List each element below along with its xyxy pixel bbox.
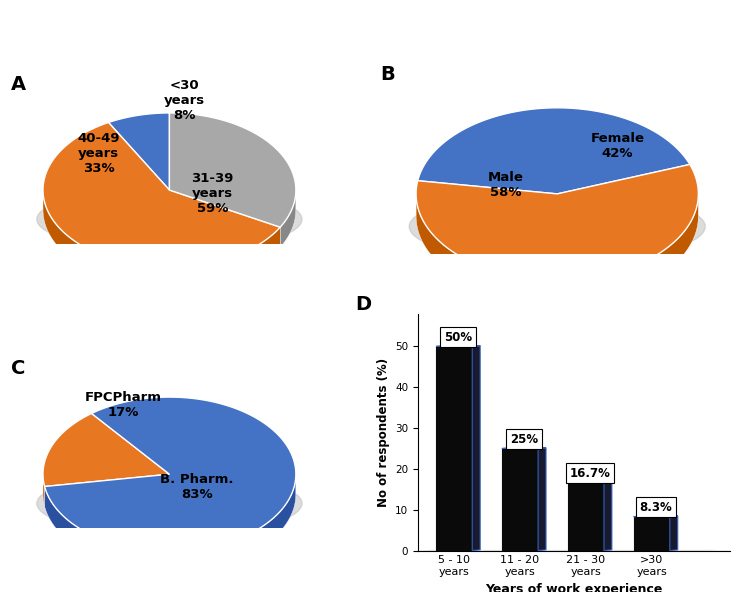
Ellipse shape [37,472,302,535]
Polygon shape [43,413,169,487]
Text: 31-39
years
59%: 31-39 years 59% [191,172,233,215]
X-axis label: Years of work experience: Years of work experience [486,583,663,592]
Polygon shape [418,108,690,194]
Polygon shape [538,448,546,551]
Text: 16.7%: 16.7% [569,466,610,480]
Ellipse shape [409,191,706,262]
Polygon shape [670,516,678,551]
Polygon shape [421,550,718,551]
Bar [502,449,538,551]
Text: Male
58%: Male 58% [488,171,523,200]
Text: FPCPharm
17%: FPCPharm 17% [84,391,162,419]
Polygon shape [604,482,612,551]
Text: 50%: 50% [444,331,472,343]
Polygon shape [43,191,280,287]
Polygon shape [44,397,296,551]
Polygon shape [169,113,296,227]
Text: B. Pharm.
83%: B. Pharm. 83% [160,472,234,500]
Text: B: B [380,66,395,85]
Text: 40-49
years
33%: 40-49 years 33% [78,131,120,175]
Text: D: D [355,295,371,314]
Y-axis label: No of respondents (%): No of respondents (%) [376,358,389,507]
Polygon shape [43,123,280,267]
Polygon shape [472,346,480,551]
Text: <30
years
8%: <30 years 8% [164,79,206,122]
Polygon shape [416,195,698,303]
Polygon shape [280,190,296,247]
Polygon shape [502,448,546,449]
Polygon shape [633,516,678,517]
Polygon shape [43,475,44,507]
Text: C: C [11,359,25,378]
Bar [568,482,604,551]
Bar [633,517,670,551]
Text: A: A [11,75,26,94]
Polygon shape [108,113,169,190]
Polygon shape [416,165,698,280]
Text: 8.3%: 8.3% [639,501,672,514]
Text: 25%: 25% [510,433,538,446]
Ellipse shape [37,188,302,251]
Polygon shape [44,476,296,571]
Text: Female
42%: Female 42% [590,131,645,160]
Bar [436,346,472,551]
